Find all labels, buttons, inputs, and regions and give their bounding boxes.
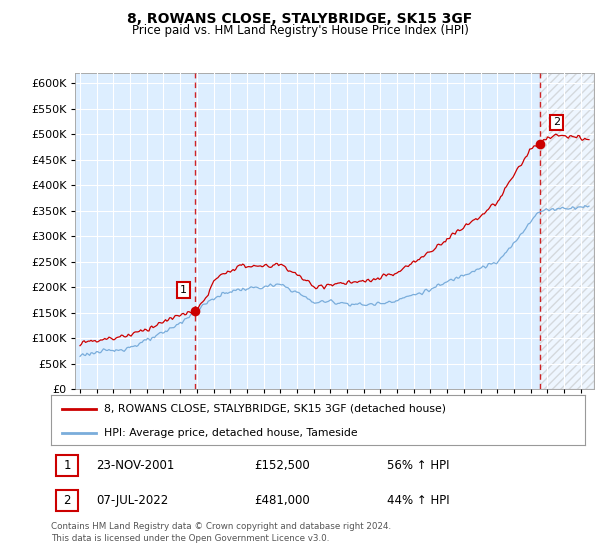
Text: £481,000: £481,000 [254, 494, 310, 507]
Text: 2: 2 [63, 494, 71, 507]
Text: 8, ROWANS CLOSE, STALYBRIDGE, SK15 3GF: 8, ROWANS CLOSE, STALYBRIDGE, SK15 3GF [127, 12, 473, 26]
Text: 1: 1 [180, 285, 187, 295]
FancyBboxPatch shape [56, 490, 78, 511]
Text: £152,500: £152,500 [254, 459, 310, 472]
Text: 56% ↑ HPI: 56% ↑ HPI [388, 459, 450, 472]
Text: 23-NOV-2001: 23-NOV-2001 [97, 459, 175, 472]
Text: Price paid vs. HM Land Registry's House Price Index (HPI): Price paid vs. HM Land Registry's House … [131, 24, 469, 36]
Text: 07-JUL-2022: 07-JUL-2022 [97, 494, 169, 507]
FancyBboxPatch shape [56, 455, 78, 476]
Text: Contains HM Land Registry data © Crown copyright and database right 2024.
This d: Contains HM Land Registry data © Crown c… [51, 522, 391, 543]
Bar [540, 73, 594, 389]
Text: HPI: Average price, detached house, Tameside: HPI: Average price, detached house, Tame… [104, 428, 358, 437]
Text: 2: 2 [553, 117, 560, 127]
Text: 8, ROWANS CLOSE, STALYBRIDGE, SK15 3GF (detached house): 8, ROWANS CLOSE, STALYBRIDGE, SK15 3GF (… [104, 404, 446, 414]
Text: 1: 1 [63, 459, 71, 472]
Text: 44% ↑ HPI: 44% ↑ HPI [388, 494, 450, 507]
